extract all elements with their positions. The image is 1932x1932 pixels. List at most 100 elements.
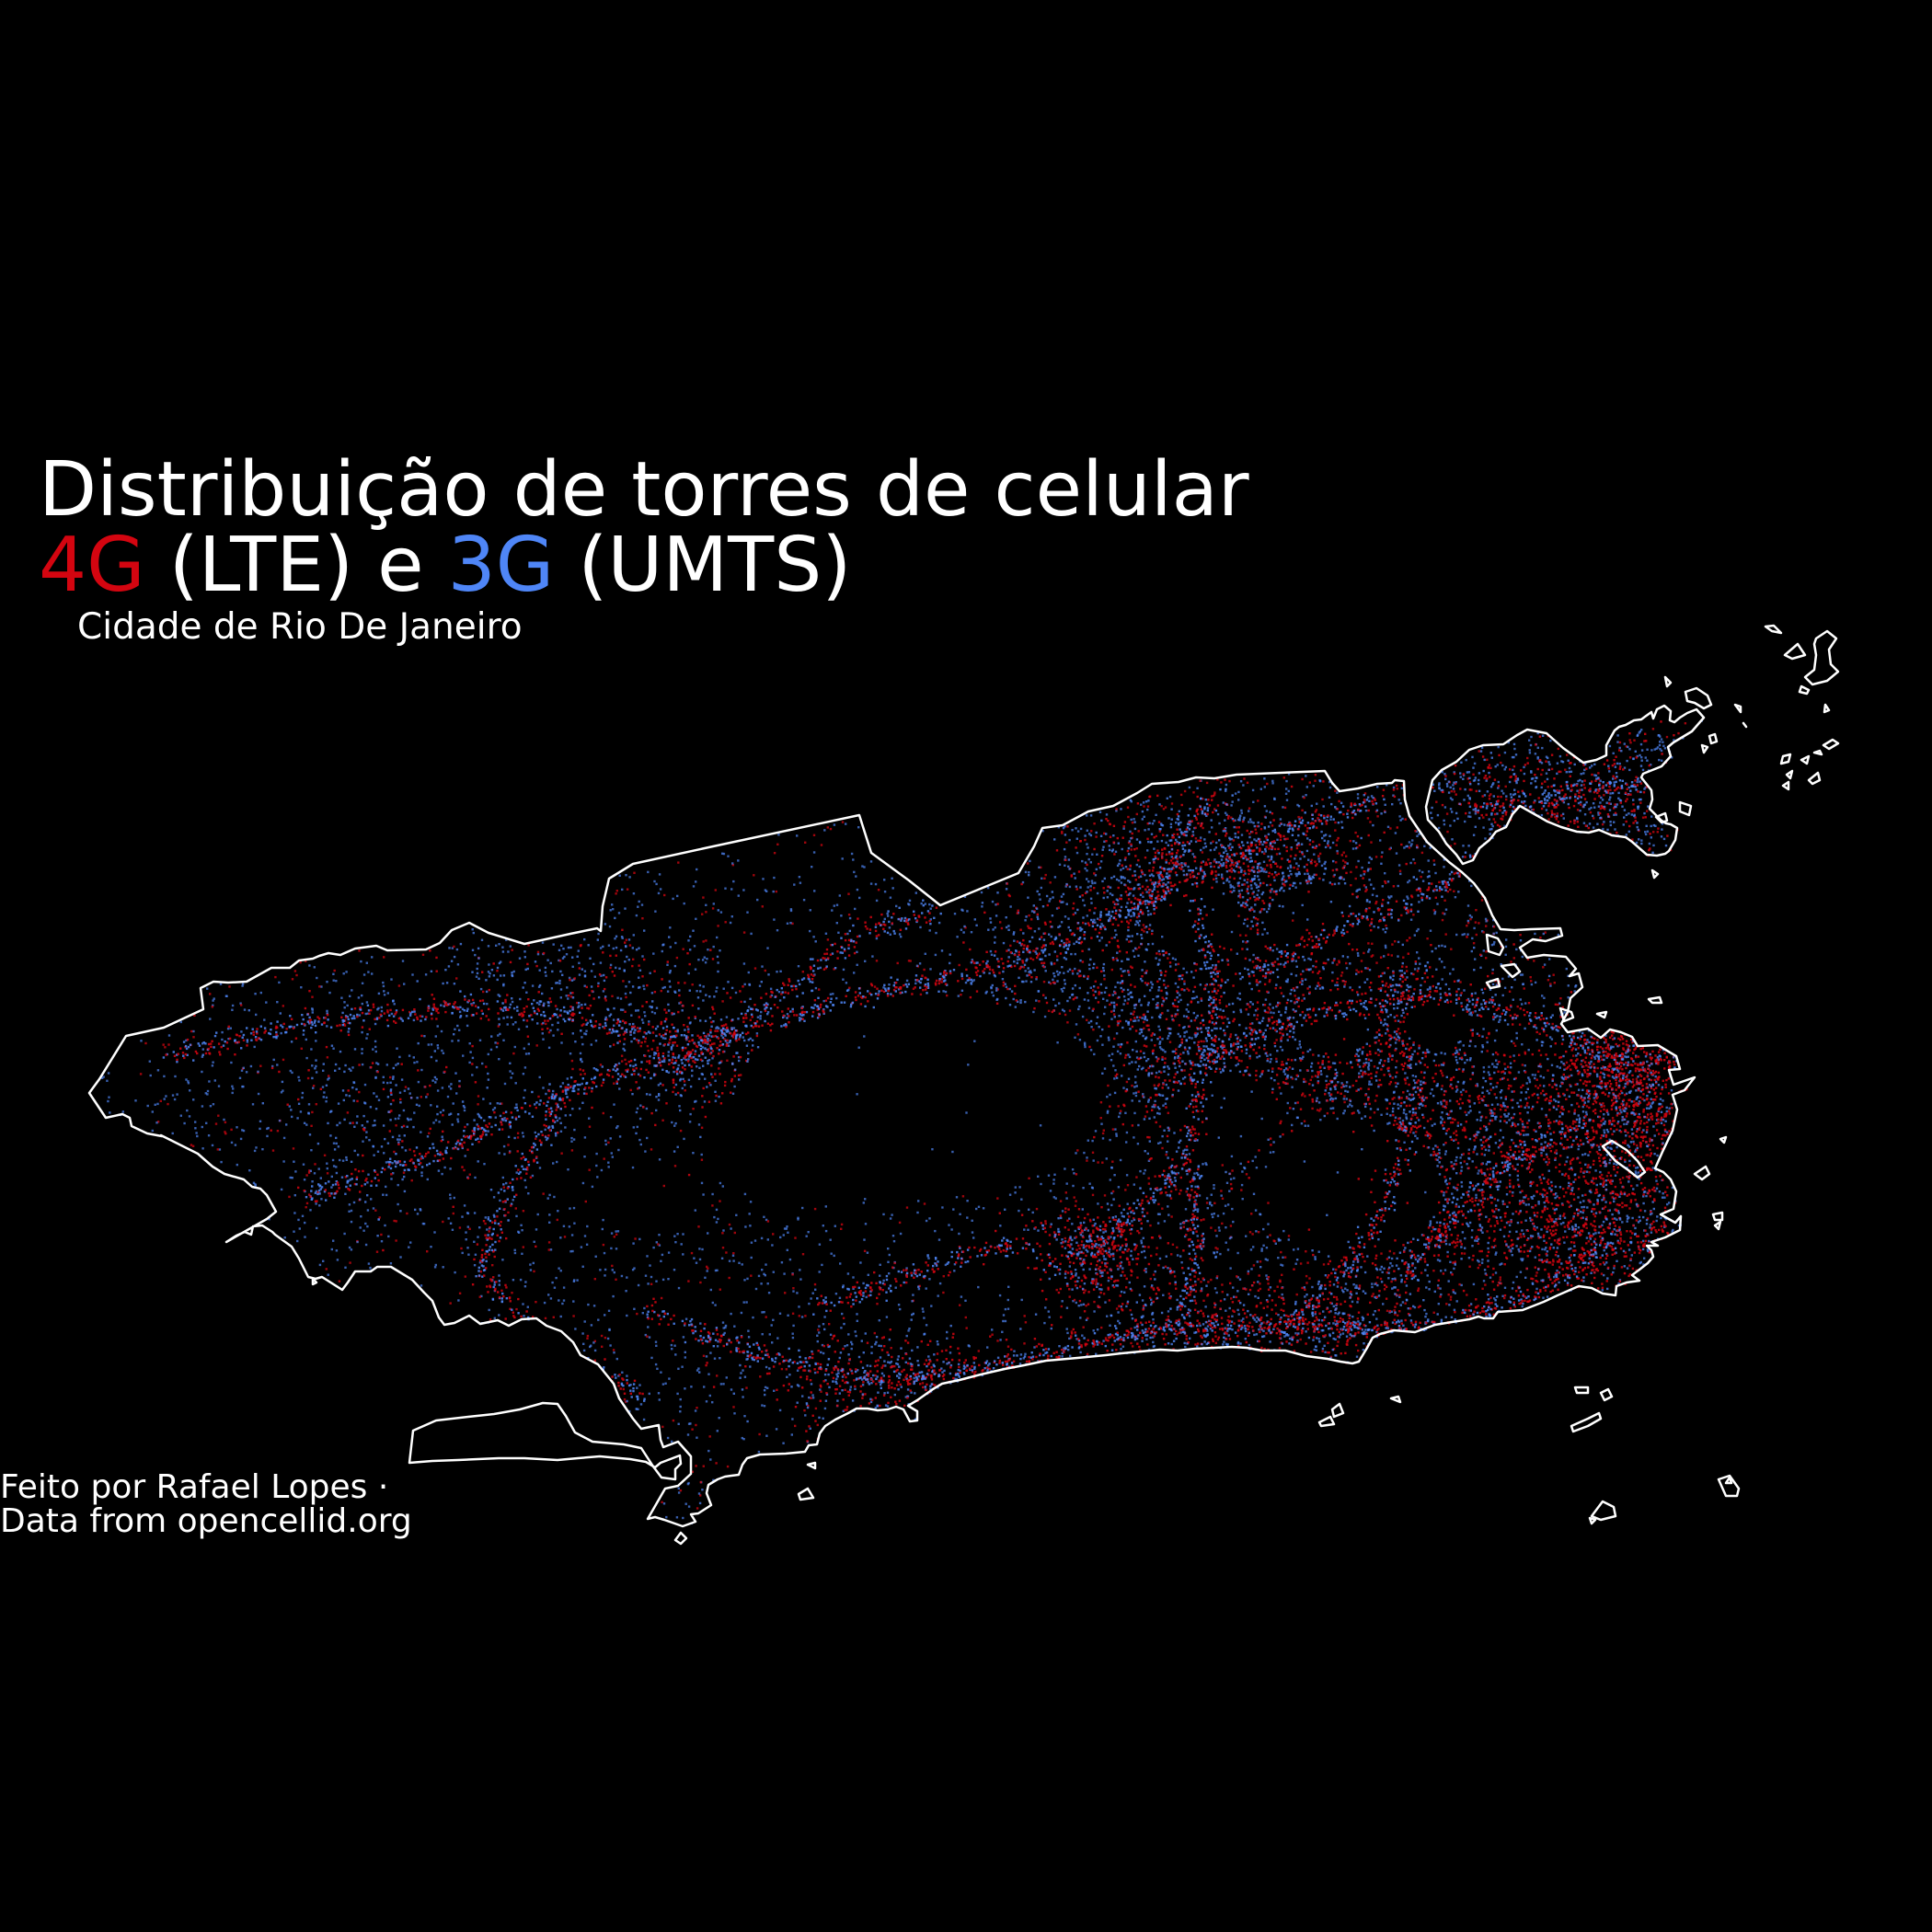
- umts-tower: [1130, 939, 1133, 943]
- lte-tower: [1385, 881, 1387, 884]
- lte-tower: [1411, 1114, 1414, 1117]
- lte-tower: [1174, 1185, 1177, 1188]
- lte-tower: [826, 938, 830, 941]
- umts-tower: [267, 1126, 270, 1130]
- lte-tower: [644, 1041, 647, 1043]
- umts-tower: [1192, 1209, 1195, 1213]
- umts-tower: [486, 1228, 489, 1231]
- umts-tower: [644, 1015, 647, 1018]
- umts-tower: [1424, 1190, 1427, 1194]
- umts-tower: [1604, 1122, 1606, 1125]
- umts-tower: [541, 1032, 544, 1035]
- umts-tower: [1412, 1132, 1415, 1134]
- umts-tower: [1441, 944, 1443, 948]
- lte-tower: [1396, 788, 1398, 790]
- umts-tower: [249, 1032, 253, 1035]
- lte-tower: [1341, 859, 1345, 862]
- umts-tower: [869, 882, 873, 885]
- umts-tower: [1380, 1113, 1383, 1116]
- umts-tower: [1190, 1037, 1193, 1040]
- lte-tower: [1450, 948, 1453, 950]
- lte-tower: [346, 1111, 350, 1114]
- lte-tower: [1160, 805, 1163, 808]
- lte-tower: [1267, 1006, 1270, 1009]
- lte-tower: [1446, 1198, 1449, 1201]
- umts-tower: [617, 1148, 620, 1152]
- umts-tower: [491, 1109, 495, 1111]
- umts-tower: [1491, 995, 1494, 999]
- umts-tower: [211, 1144, 214, 1147]
- umts-tower: [1492, 918, 1495, 922]
- umts-tower: [1534, 981, 1537, 984]
- lte-tower: [1167, 957, 1169, 960]
- umts-tower: [322, 1069, 325, 1072]
- umts-tower: [1472, 1282, 1476, 1286]
- lte-tower: [1309, 1078, 1312, 1082]
- lte-tower: [708, 1435, 711, 1438]
- umts-tower: [1020, 1198, 1023, 1201]
- umts-tower: [1459, 1090, 1463, 1094]
- umts-tower: [796, 1369, 799, 1372]
- lte-tower: [1396, 1060, 1398, 1063]
- umts-tower: [357, 996, 361, 999]
- umts-tower: [1306, 837, 1309, 840]
- lte-tower: [1404, 1082, 1408, 1085]
- lte-tower: [1115, 957, 1118, 960]
- lte-tower: [1124, 1056, 1127, 1059]
- lte-tower: [1547, 1163, 1549, 1167]
- umts-tower: [629, 1003, 632, 1006]
- umts-tower: [1649, 1084, 1651, 1087]
- lte-tower: [484, 1222, 487, 1225]
- umts-tower: [1295, 1000, 1298, 1004]
- lte-tower: [1135, 948, 1138, 950]
- umts-tower: [639, 1403, 643, 1406]
- umts-tower: [1179, 1301, 1181, 1304]
- umts-tower: [560, 944, 563, 947]
- umts-tower: [1360, 874, 1363, 877]
- umts-tower: [645, 1107, 649, 1110]
- umts-tower: [365, 1037, 368, 1040]
- umts-tower: [1406, 895, 1409, 898]
- umts-tower: [1348, 1314, 1351, 1317]
- lte-tower: [374, 1209, 377, 1212]
- umts-tower: [1248, 821, 1250, 823]
- umts-tower: [678, 1105, 681, 1108]
- umts-tower: [1597, 1145, 1601, 1148]
- umts-tower: [666, 963, 669, 966]
- lte-tower: [1629, 742, 1632, 744]
- lte-tower: [1250, 1213, 1253, 1215]
- umts-tower: [1161, 1134, 1164, 1138]
- umts-tower: [1232, 1220, 1235, 1224]
- umts-tower: [1536, 1121, 1540, 1124]
- umts-tower: [1272, 1141, 1275, 1144]
- lte-tower: [393, 1150, 396, 1154]
- umts-tower: [1260, 1248, 1263, 1250]
- umts-tower: [760, 1010, 763, 1014]
- umts-tower: [1093, 1052, 1096, 1056]
- lte-tower: [1556, 812, 1558, 815]
- umts-tower: [1222, 801, 1225, 804]
- umts-tower: [1078, 1039, 1082, 1041]
- umts-tower: [1257, 870, 1259, 874]
- lte-tower: [1381, 903, 1384, 905]
- umts-tower: [353, 1149, 356, 1153]
- umts-tower: [1167, 1267, 1169, 1270]
- umts-tower: [1502, 792, 1505, 795]
- lte-tower: [458, 1292, 462, 1294]
- umts-tower: [1282, 1256, 1284, 1259]
- umts-tower: [1286, 1076, 1289, 1079]
- umts-tower: [268, 1218, 270, 1221]
- umts-tower: [1147, 828, 1150, 831]
- umts-tower: [1207, 991, 1210, 994]
- umts-tower: [1127, 1020, 1131, 1024]
- umts-tower: [742, 1369, 744, 1372]
- lte-tower: [1539, 1053, 1543, 1057]
- umts-tower: [763, 1272, 765, 1275]
- umts-tower: [1110, 1191, 1113, 1195]
- umts-tower: [1386, 825, 1390, 828]
- umts-tower: [824, 1205, 827, 1208]
- umts-tower: [937, 921, 941, 925]
- umts-tower: [1433, 910, 1437, 914]
- umts-tower: [562, 1299, 566, 1302]
- umts-tower: [195, 1132, 198, 1134]
